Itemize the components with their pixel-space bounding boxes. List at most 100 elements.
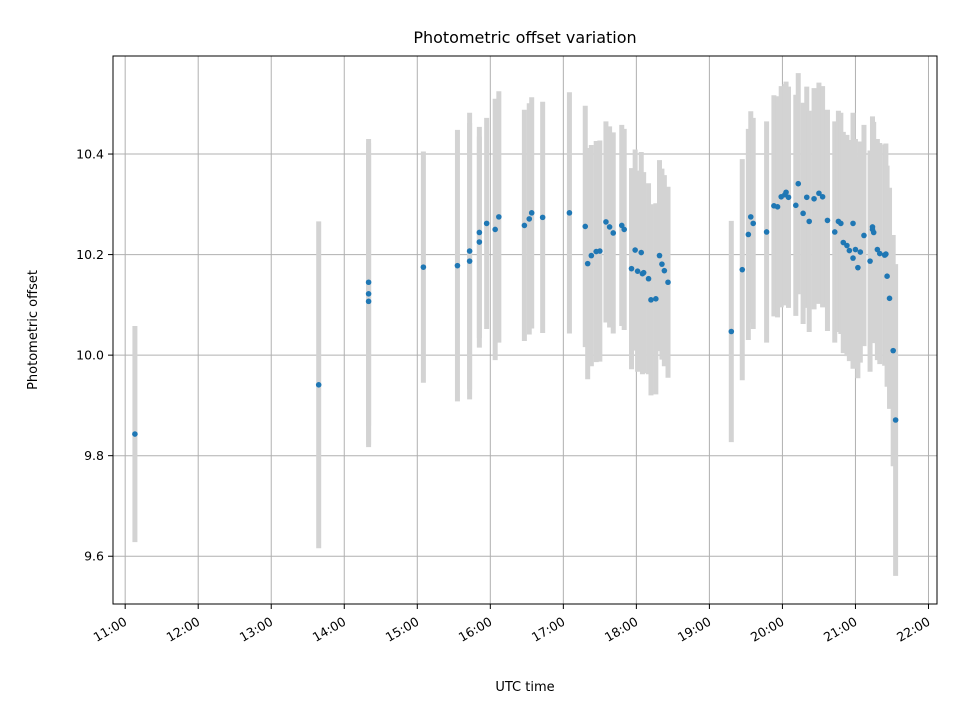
y-tick-label: 9.6 bbox=[84, 549, 104, 564]
data-point bbox=[659, 261, 665, 267]
data-point bbox=[610, 230, 617, 236]
y-tick-label: 9.8 bbox=[84, 448, 104, 463]
data-point bbox=[640, 269, 647, 276]
data-point bbox=[819, 193, 826, 200]
data-point bbox=[793, 202, 799, 209]
data-point bbox=[588, 252, 595, 259]
data-point bbox=[861, 232, 867, 239]
data-point bbox=[656, 252, 663, 259]
x-tick-label: 11:00 bbox=[91, 614, 130, 645]
data-point bbox=[365, 291, 372, 297]
data-point bbox=[476, 239, 483, 245]
data-point bbox=[661, 267, 668, 274]
data-point bbox=[648, 297, 654, 303]
data-point bbox=[526, 216, 533, 222]
data-point bbox=[783, 189, 789, 196]
data-point bbox=[483, 220, 490, 227]
data-point bbox=[806, 218, 813, 225]
data-point bbox=[539, 214, 546, 221]
data-point bbox=[645, 275, 652, 282]
x-tick-label: 15:00 bbox=[383, 614, 422, 645]
data-point bbox=[466, 248, 473, 254]
data-point bbox=[496, 214, 502, 220]
data-point bbox=[739, 266, 746, 273]
data-point bbox=[850, 255, 856, 261]
y-tick-label: 10.0 bbox=[76, 348, 104, 363]
data-point bbox=[816, 190, 822, 197]
y-axis: 9.6 9.8 10.0 10.2 10.4 bbox=[76, 147, 113, 564]
data-point bbox=[584, 260, 591, 267]
data-point bbox=[831, 229, 838, 235]
x-tick-label: 12:00 bbox=[164, 614, 203, 645]
data-point bbox=[597, 248, 603, 254]
data-point bbox=[621, 226, 627, 233]
data-point bbox=[838, 220, 844, 227]
data-point bbox=[618, 222, 625, 229]
data-point bbox=[132, 431, 138, 437]
data-point bbox=[528, 210, 535, 216]
x-tick-label: 21:00 bbox=[821, 614, 860, 645]
data-point bbox=[892, 417, 899, 423]
data-point bbox=[852, 246, 859, 253]
data-point bbox=[466, 258, 473, 264]
data-point bbox=[867, 258, 873, 264]
data-point bbox=[653, 296, 659, 302]
x-axis-label: UTC time bbox=[495, 680, 554, 695]
data-point bbox=[774, 204, 781, 210]
data-point bbox=[365, 279, 372, 286]
data-point bbox=[420, 264, 427, 270]
data-point bbox=[883, 251, 889, 257]
data-point bbox=[811, 195, 817, 202]
x-tick-label: 14:00 bbox=[310, 614, 349, 645]
data-point bbox=[603, 219, 609, 225]
data-point bbox=[857, 249, 864, 255]
data-point bbox=[632, 247, 638, 253]
x-tick-label: 17:00 bbox=[529, 614, 568, 645]
data-point bbox=[874, 246, 881, 253]
data-point bbox=[886, 295, 893, 302]
data-point bbox=[855, 264, 861, 271]
data-point bbox=[728, 328, 735, 335]
x-tick-label: 22:00 bbox=[894, 614, 933, 645]
data-point bbox=[606, 224, 613, 230]
data-point bbox=[800, 210, 806, 217]
data-point bbox=[795, 180, 802, 187]
data-point bbox=[844, 242, 850, 249]
data-point bbox=[870, 229, 877, 236]
data-point bbox=[785, 194, 792, 201]
x-tick-label: 19:00 bbox=[675, 614, 714, 645]
data-point bbox=[824, 217, 831, 224]
data-point bbox=[890, 347, 896, 354]
data-point bbox=[492, 226, 498, 233]
data-point bbox=[745, 231, 752, 238]
data-point bbox=[850, 220, 856, 227]
data-point bbox=[747, 214, 754, 220]
x-axis: 11:00 12:00 13:00 14:00 15:00 16:00 17:00 18:00… bbox=[91, 604, 933, 645]
data-point bbox=[476, 229, 483, 236]
data-point bbox=[634, 268, 641, 274]
data-point bbox=[582, 223, 589, 230]
chart-title: Photometric offset variation bbox=[413, 28, 636, 47]
data-point bbox=[454, 262, 461, 269]
data-point bbox=[846, 247, 853, 254]
data-point bbox=[803, 194, 810, 201]
data-point bbox=[566, 210, 573, 216]
data-point bbox=[876, 250, 883, 257]
y-axis-label: Photometric offset bbox=[26, 270, 41, 390]
data-point bbox=[628, 265, 635, 272]
x-tick-label: 16:00 bbox=[456, 614, 495, 645]
x-tick-label: 18:00 bbox=[602, 614, 641, 645]
y-tick-label: 10.2 bbox=[76, 247, 104, 262]
data-point bbox=[665, 279, 671, 286]
x-tick-label: 13:00 bbox=[237, 614, 276, 645]
data-point bbox=[750, 220, 757, 227]
data-point bbox=[365, 298, 372, 305]
data-point bbox=[884, 273, 890, 280]
data-point bbox=[315, 382, 322, 388]
data-points bbox=[132, 180, 899, 437]
data-point bbox=[521, 222, 528, 229]
data-point bbox=[763, 229, 770, 235]
x-tick-label: 20:00 bbox=[748, 614, 787, 645]
y-tick-label: 10.4 bbox=[76, 147, 104, 162]
